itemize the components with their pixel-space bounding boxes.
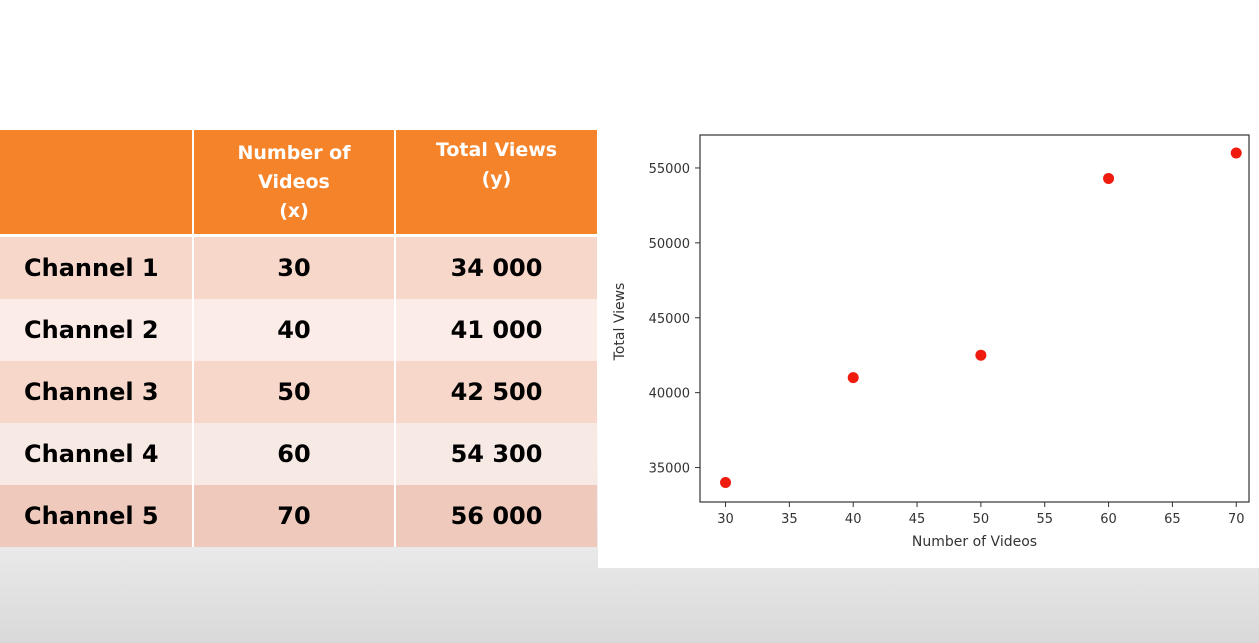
header-line: Total Views [435, 139, 558, 161]
x-axis-label: Number of Videos [912, 534, 1037, 550]
x-tick-label: 35 [781, 512, 798, 527]
x-tick-label: 65 [1164, 512, 1181, 527]
chart-background [598, 128, 1259, 568]
scatter-chart: 30 35 40 45 50 55 60 65 70 35000 40000 45000 50000 5… [598, 128, 1259, 568]
views-cell: 41 000 [395, 299, 597, 361]
x-tick-label: 55 [1036, 512, 1053, 527]
y-tick-label: 40000 [649, 387, 690, 402]
y-tick-label: 50000 [649, 237, 690, 252]
views-cell: 54 300 [395, 423, 597, 485]
channel-label: Channel 4 [0, 423, 194, 485]
y-tick-label: 55000 [649, 162, 690, 177]
videos-cell: 60 [193, 423, 396, 485]
views-cell: 56 000 [395, 485, 597, 547]
data-table: Number of Videos (x) Total Views (y) Cha… [0, 130, 597, 547]
videos-cell: 70 [193, 485, 396, 547]
header-cell-number-of-videos: Number of Videos (x) [193, 130, 396, 237]
y-axis: 35000 40000 45000 50000 55000 [649, 162, 700, 477]
header-line: Videos [258, 170, 330, 193]
x-tick-label: 40 [845, 512, 862, 527]
channel-label: Channel 2 [0, 299, 194, 361]
table-row: Channel 2 40 41 000 [0, 299, 597, 361]
x-tick-label: 30 [717, 512, 734, 527]
header-line: Number of [237, 141, 351, 164]
table-row: Channel 3 50 42 500 [0, 361, 597, 423]
views-cell: 34 000 [395, 235, 597, 299]
data-point [975, 349, 987, 361]
data-point [720, 477, 732, 489]
plot-frame [699, 134, 1250, 503]
header-line: (y) [481, 168, 512, 190]
table-row: Channel 1 30 34 000 [0, 235, 597, 299]
videos-cell: 50 [193, 361, 396, 423]
data-point [847, 372, 859, 384]
header-cell-total-views: Total Views (y) [395, 130, 597, 237]
header-cell-empty [0, 130, 194, 237]
chart-svg: 30 35 40 45 50 55 60 65 70 35000 40000 45000 50000 5… [598, 128, 1259, 568]
x-tick-label: 45 [909, 512, 926, 527]
views-cell: 42 500 [395, 361, 597, 423]
table-header-row: Number of Videos (x) Total Views (y) [0, 130, 597, 237]
channel-label: Channel 1 [0, 235, 194, 299]
x-tick-label: 70 [1228, 512, 1245, 527]
videos-cell: 30 [193, 235, 396, 299]
channel-label: Channel 3 [0, 361, 194, 423]
x-tick-label: 60 [1100, 512, 1117, 527]
y-axis-label: Total Views [612, 283, 628, 362]
x-tick-label: 50 [973, 512, 990, 527]
table-row: Channel 4 60 54 300 [0, 423, 597, 485]
data-points [720, 147, 1242, 489]
table-row: Channel 5 70 56 000 [0, 485, 597, 547]
y-tick-label: 35000 [649, 462, 690, 477]
channel-label: Channel 5 [0, 485, 194, 547]
x-axis: 30 35 40 45 50 55 60 65 70 [717, 502, 1245, 527]
data-point [1230, 147, 1242, 159]
data-point [1103, 172, 1115, 184]
header-line: (x) [279, 199, 309, 222]
y-tick-label: 45000 [649, 312, 690, 327]
videos-cell: 40 [193, 299, 396, 361]
